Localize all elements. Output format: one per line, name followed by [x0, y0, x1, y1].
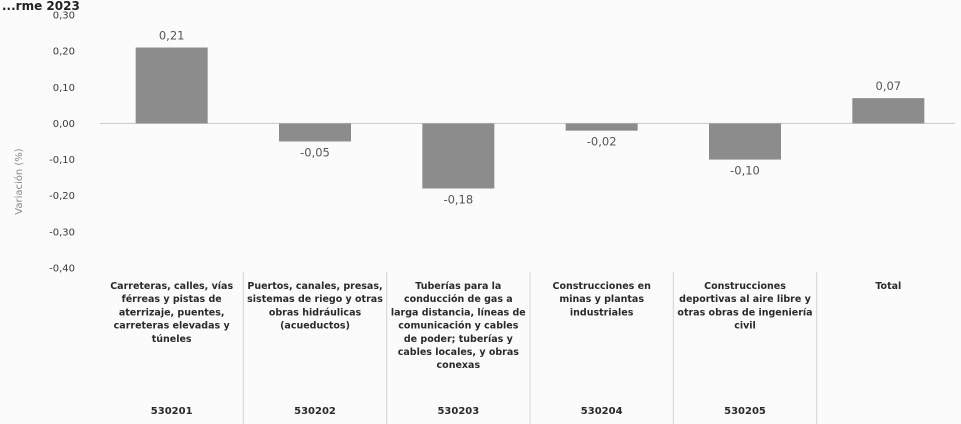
- data-label: -0,02: [587, 135, 617, 149]
- y-tick-label: 0,00: [53, 119, 75, 130]
- y-tick-label: 0,10: [53, 83, 75, 94]
- data-label: -0,10: [730, 164, 760, 178]
- category-code: 530203: [437, 406, 479, 417]
- bar: [135, 47, 208, 124]
- data-label: -0,05: [300, 146, 330, 160]
- y-tick-label: -0,10: [49, 155, 75, 166]
- category-code: 530205: [724, 406, 766, 417]
- bar: [279, 123, 351, 142]
- data-label: -0,18: [443, 192, 473, 206]
- category-code: 530201: [151, 406, 193, 417]
- category-label: Total: [875, 281, 901, 292]
- y-tick-label: -0,30: [49, 227, 75, 238]
- category-code: 530204: [581, 406, 623, 417]
- y-axis-label: Variación (%): [13, 148, 25, 215]
- category-label: Carreteras, calles, vías férreas y pistas…: [110, 281, 233, 345]
- category-label: Construcciones deportivas al aire libre y…: [677, 281, 812, 332]
- y-tick-label: -0,40: [49, 264, 75, 275]
- category-table: Carreteras, calles, vías férreas y pistas…: [110, 272, 901, 424]
- page-header: ...rme 2023: [2, 0, 80, 13]
- data-labels: 0,21 -0,05 -0,18 -0,02 -0,10 0,07: [159, 29, 901, 207]
- category-label: Puertos, canales, presas, sistemas de rie…: [247, 281, 383, 332]
- category-label: Construcciones en minas y plantas industri…: [553, 281, 652, 318]
- data-label: 0,21: [159, 29, 185, 43]
- bar: [709, 123, 781, 160]
- category-label: Tuberías para la conducción de gas a larga…: [391, 281, 526, 371]
- category-code: 530202: [294, 406, 336, 417]
- y-axis-ticks: 0,30 0,20 0,10 0,00 -0,10 -0,20 -0,30 -0,40: [49, 11, 75, 275]
- data-label: 0,07: [876, 79, 902, 93]
- y-tick-label: 0,20: [53, 47, 75, 58]
- bars: [135, 47, 925, 189]
- y-tick-label: -0,20: [49, 191, 75, 202]
- bar: [422, 123, 495, 189]
- y-tick-label: 0,30: [53, 11, 75, 22]
- bar: [852, 98, 925, 124]
- bar: [565, 123, 638, 131]
